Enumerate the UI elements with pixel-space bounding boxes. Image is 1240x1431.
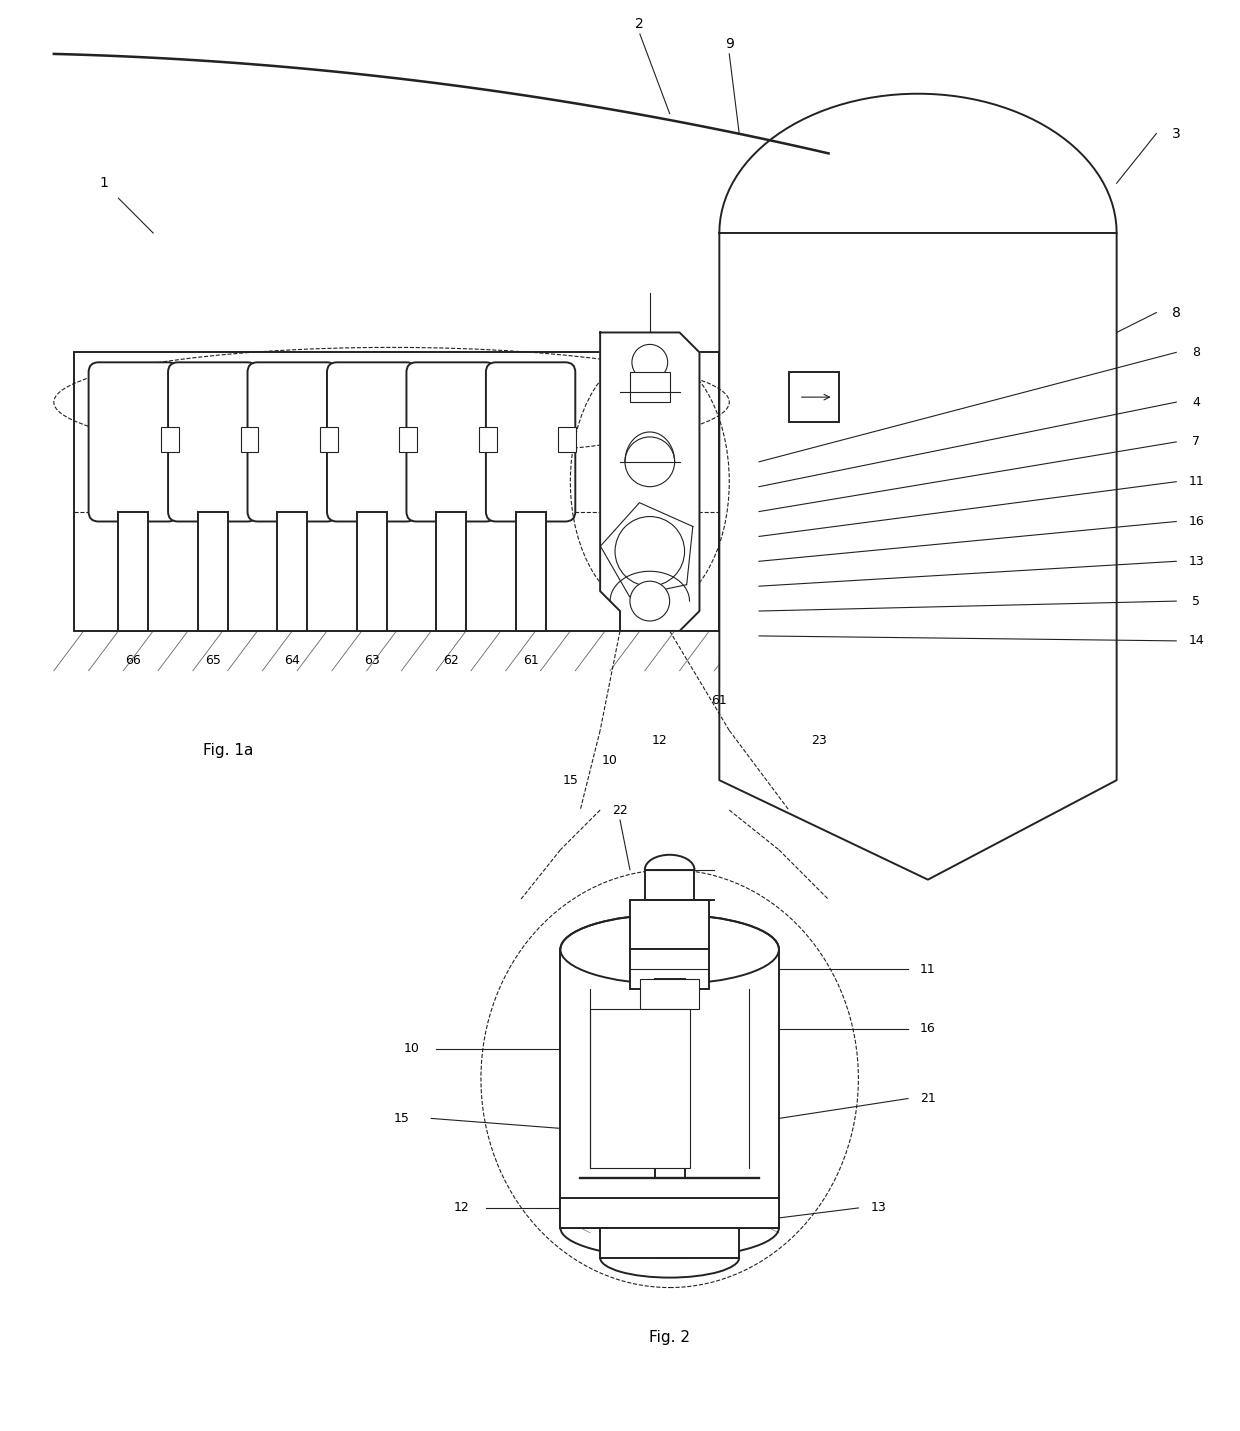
Text: 15: 15	[563, 774, 578, 787]
Text: 63: 63	[363, 654, 379, 667]
Text: 62: 62	[443, 654, 459, 667]
Bar	[278, 511, 308, 631]
Bar	[320, 426, 339, 452]
Bar	[640, 979, 699, 1009]
Bar	[516, 511, 546, 631]
Bar	[399, 426, 418, 452]
Polygon shape	[719, 94, 1117, 233]
FancyBboxPatch shape	[88, 362, 179, 521]
Bar	[73, 352, 719, 631]
FancyBboxPatch shape	[169, 362, 258, 521]
Bar	[590, 1009, 689, 1168]
Text: 4: 4	[1192, 395, 1200, 409]
Text: 21: 21	[920, 1092, 936, 1105]
Text: 11: 11	[920, 963, 936, 976]
Text: 22: 22	[613, 804, 627, 817]
Text: 64: 64	[284, 654, 300, 667]
Bar	[198, 511, 228, 631]
Bar	[645, 870, 694, 900]
Bar	[558, 426, 577, 452]
Circle shape	[632, 345, 667, 381]
Text: 5: 5	[1192, 595, 1200, 608]
Text: 12: 12	[652, 734, 667, 747]
FancyBboxPatch shape	[248, 362, 337, 521]
Text: 9: 9	[725, 37, 734, 52]
Polygon shape	[719, 233, 1117, 880]
Bar	[630, 949, 709, 989]
Text: Fig. 2: Fig. 2	[650, 1329, 691, 1345]
Bar	[357, 511, 387, 631]
Text: 13: 13	[870, 1202, 887, 1215]
Text: 1: 1	[99, 176, 108, 190]
Bar	[560, 1198, 779, 1228]
Text: 2: 2	[635, 17, 645, 31]
Text: 10: 10	[403, 1042, 419, 1055]
Bar	[118, 511, 149, 631]
Text: 14: 14	[1188, 634, 1204, 647]
Bar	[161, 426, 179, 452]
Text: 11: 11	[1188, 475, 1204, 488]
Text: 8: 8	[1172, 306, 1180, 319]
Ellipse shape	[560, 914, 779, 985]
Text: 66: 66	[125, 654, 141, 667]
Circle shape	[625, 436, 675, 487]
Text: 8: 8	[1192, 346, 1200, 359]
Text: 16: 16	[920, 1022, 936, 1036]
FancyBboxPatch shape	[407, 362, 496, 521]
Text: 15: 15	[393, 1112, 409, 1125]
Text: Fig. 1a: Fig. 1a	[203, 743, 253, 758]
Text: 65: 65	[205, 654, 221, 667]
Text: 61: 61	[712, 694, 727, 707]
Text: 7: 7	[1192, 435, 1200, 448]
Bar	[655, 979, 684, 1178]
Text: 61: 61	[523, 654, 538, 667]
Bar	[241, 426, 258, 452]
Text: 10: 10	[603, 754, 618, 767]
Text: 3: 3	[1172, 126, 1180, 140]
Bar	[600, 1228, 739, 1258]
Bar	[479, 426, 497, 452]
Bar	[630, 900, 709, 949]
Bar	[560, 949, 779, 1228]
Bar	[789, 372, 838, 422]
Text: 13: 13	[1188, 555, 1204, 568]
Bar	[436, 511, 466, 631]
Bar	[630, 372, 670, 402]
Circle shape	[630, 581, 670, 621]
Polygon shape	[600, 332, 699, 631]
Text: 12: 12	[453, 1202, 469, 1215]
FancyBboxPatch shape	[486, 362, 575, 521]
Text: 23: 23	[811, 734, 827, 747]
FancyBboxPatch shape	[327, 362, 417, 521]
Circle shape	[615, 517, 684, 587]
Text: 16: 16	[1188, 515, 1204, 528]
